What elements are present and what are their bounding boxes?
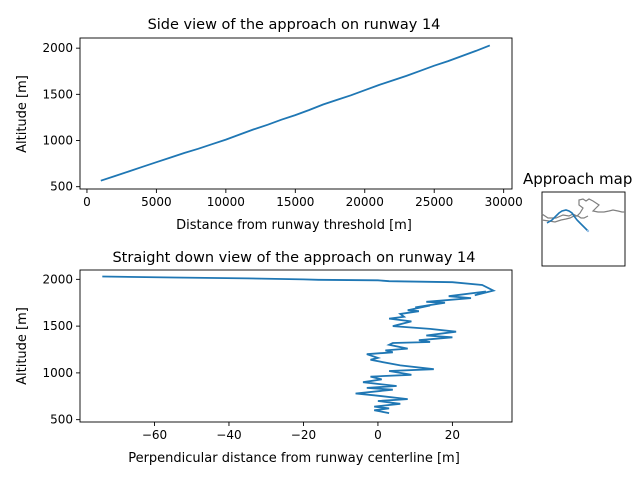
down-view-y-label: Altitude [m] xyxy=(15,307,30,385)
down-view-y-ticks: 500 1000 1500 2000 xyxy=(42,272,80,427)
map-runway-marker xyxy=(586,229,590,233)
y-tick-label: 500 xyxy=(50,180,73,194)
y-tick-label: 2000 xyxy=(42,272,73,286)
x-tick-label: −60 xyxy=(142,428,167,442)
y-tick-label: 500 xyxy=(50,413,73,427)
down-view-series-line xyxy=(102,275,496,414)
y-tick-label: 1500 xyxy=(42,87,73,101)
x-tick-label: 20 xyxy=(445,428,460,442)
x-tick-label: 15000 xyxy=(276,195,314,209)
map-approach-track xyxy=(546,209,589,232)
down-view-x-label: Perpendicular distance from runway cente… xyxy=(128,451,460,466)
side-view-y-label: Altitude [m] xyxy=(15,75,30,153)
x-tick-label: 25000 xyxy=(415,195,453,209)
x-tick-label: 30000 xyxy=(485,195,523,209)
side-view-x-ticks: 0 5000 10000 15000 20000 25000 30000 xyxy=(83,189,523,209)
x-tick-label: 0 xyxy=(374,428,382,442)
map-shoreline xyxy=(541,215,589,223)
approach-map-title: Approach map xyxy=(523,170,632,188)
x-tick-label: 20000 xyxy=(346,195,384,209)
y-tick-label: 1000 xyxy=(42,366,73,380)
map-coastline xyxy=(541,198,625,219)
approach-map-frame xyxy=(541,191,626,267)
side-view-x-label: Distance from runway threshold [m] xyxy=(176,218,412,233)
y-tick-label: 1500 xyxy=(42,319,73,333)
side-view-chart: Side view of the approach on runway 14 0… xyxy=(15,17,523,233)
x-tick-label: 5000 xyxy=(141,195,172,209)
side-view-title: Side view of the approach on runway 14 xyxy=(148,17,441,33)
x-tick-label: −20 xyxy=(291,428,316,442)
y-tick-label: 2000 xyxy=(42,41,73,55)
side-view-series-line xyxy=(100,44,491,182)
y-tick-label: 1000 xyxy=(42,134,73,148)
x-tick-label: −40 xyxy=(216,428,241,442)
down-view-chart: Straight down view of the approach on ru… xyxy=(15,250,513,466)
side-view-frame xyxy=(79,37,513,190)
side-view-y-ticks: 500 1000 1500 2000 xyxy=(42,41,80,194)
down-view-frame xyxy=(79,269,513,423)
down-view-title: Straight down view of the approach on ru… xyxy=(112,250,475,266)
approach-map: Approach map xyxy=(523,170,632,267)
down-view-x-ticks: −60 −40 −20 0 20 xyxy=(142,422,460,442)
x-tick-label: 10000 xyxy=(207,195,245,209)
x-tick-label: 0 xyxy=(83,195,91,209)
